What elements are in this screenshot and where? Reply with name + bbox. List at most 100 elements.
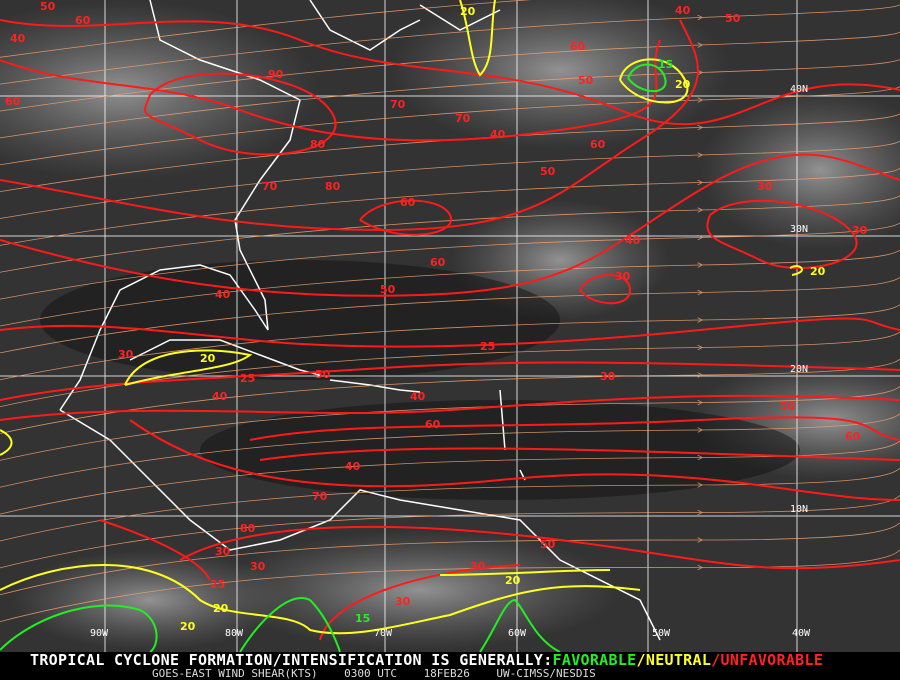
streamline [0, 249, 900, 327]
product-info: GOES-EAST WIND SHEAR(KTS) 0300 UTC 18FEB… [152, 668, 596, 680]
streamline [0, 549, 900, 623]
streamline [0, 304, 900, 381]
lon-label: 70W [374, 628, 393, 639]
lon-label: 90W [90, 628, 109, 639]
contour-label: 20 [505, 574, 521, 587]
shear-contours [0, 0, 900, 652]
contour-label: 30 [395, 595, 411, 608]
streamline [0, 86, 900, 166]
contour-label: 60 [570, 40, 586, 53]
formation-legend: TROPICAL CYCLONE FORMATION/INTENSIFICATI… [30, 652, 823, 668]
contour-label: 40 [490, 128, 506, 141]
contour-label: 60 [5, 95, 21, 108]
contour-label: 20 [213, 602, 229, 615]
contour-label: 20 [810, 265, 826, 278]
cloud-features [0, 0, 900, 650]
streamline [0, 467, 900, 542]
contour-label: 30 [250, 560, 266, 573]
map-canvas: 90W 80W 70W 60W 50W 40W 40N 30N 20N 10N … [0, 0, 900, 652]
contour-label: 30 [470, 560, 486, 573]
legend-headline: TROPICAL CYCLONE FORMATION/INTENSIFICATI… [30, 651, 553, 669]
contour-label: 40 [215, 288, 231, 301]
contour-label: 70 [390, 98, 406, 111]
contour-label: 25 [240, 372, 255, 385]
streamline [0, 358, 900, 434]
contour-label: 20 [460, 5, 476, 18]
contour-label: 20 [180, 620, 196, 633]
streamline [0, 222, 900, 300]
contour-label: 50 [40, 0, 56, 13]
contour-label: 50 [578, 74, 594, 87]
unfavorable-contours [0, 19, 900, 641]
contour-label: 60 [400, 196, 416, 209]
product-source: UW-CIMSS/NESDIS [496, 667, 596, 680]
grid-labels: 90W 80W 70W 60W 50W 40W 40N 30N 20N 10N [90, 84, 811, 639]
contour-label: 90 [268, 68, 284, 81]
legend-favorable: FAVORABLE [552, 651, 637, 669]
streamline [0, 4, 900, 85]
streamline [0, 195, 900, 273]
lon-label: 80W [225, 628, 244, 639]
contour-label: 50 [380, 283, 396, 296]
contour-label: 60 [425, 418, 441, 431]
contour-label: 40 [212, 390, 228, 403]
contour-label: 50 [315, 368, 331, 381]
neutral-contours [0, 0, 803, 635]
contour-label: 30 [615, 270, 631, 283]
streamline [0, 113, 900, 193]
contour-label: 50 [725, 12, 741, 25]
contour-label: 30 [118, 348, 134, 361]
contour-label: 50 [540, 165, 556, 178]
contour-label: 40 [675, 4, 691, 17]
legend-unfavorable: UNFAVORABLE [720, 651, 824, 669]
contour-label: 80 [310, 138, 326, 151]
streamline [0, 140, 900, 219]
contour-label: 80 [240, 522, 256, 535]
legend-separator: / [636, 651, 646, 669]
contour-label: 40 [410, 390, 426, 403]
lat-label: 30N [790, 224, 808, 235]
product-date: 18FEB26 [423, 667, 470, 680]
streamline [0, 31, 900, 112]
legend-neutral: NEUTRAL [645, 651, 712, 669]
contour-label: 70 [455, 112, 471, 125]
contour-label: 60 [590, 138, 606, 151]
contour-label: 60 [430, 256, 446, 269]
contour-label: 60 [845, 430, 861, 443]
lat-label: 40N [790, 84, 808, 95]
streamline [0, 440, 900, 515]
streamline [0, 331, 900, 408]
contour-label: 80 [325, 180, 341, 193]
contour-label: 15 [355, 612, 370, 625]
contour-label: 30 [852, 224, 868, 237]
contour-label: 15 [658, 58, 673, 71]
contour-label: 50 [780, 400, 796, 413]
lon-label: 50W [652, 628, 671, 639]
contour-label: 70 [262, 180, 278, 193]
streamline [0, 59, 900, 139]
streamline [0, 277, 900, 354]
contour-label: 60 [75, 14, 91, 27]
contour-label: 30 [600, 370, 616, 383]
contour-label: 30 [215, 545, 231, 558]
streamline [0, 0, 532, 58]
streamline [0, 522, 900, 596]
contour-label: 20 [675, 78, 691, 91]
streamline [0, 495, 900, 569]
contour-label: 30 [757, 180, 773, 193]
contour-label: 40 [10, 32, 26, 45]
favorable-contours [0, 63, 667, 652]
legend-separator: / [711, 651, 721, 669]
contour-label: 40 [625, 234, 641, 247]
lat-label: 10N [790, 504, 808, 515]
contour-label: 25 [480, 340, 495, 353]
product-time: 0300 UTC [344, 667, 398, 680]
lat-label: 20N [790, 364, 808, 375]
contour-label: 40 [345, 460, 361, 473]
lon-label: 60W [508, 628, 527, 639]
streamlines [0, 0, 900, 623]
contour-label: 20 [200, 352, 216, 365]
caption-bar: TROPICAL CYCLONE FORMATION/INTENSIFICATI… [0, 652, 900, 680]
